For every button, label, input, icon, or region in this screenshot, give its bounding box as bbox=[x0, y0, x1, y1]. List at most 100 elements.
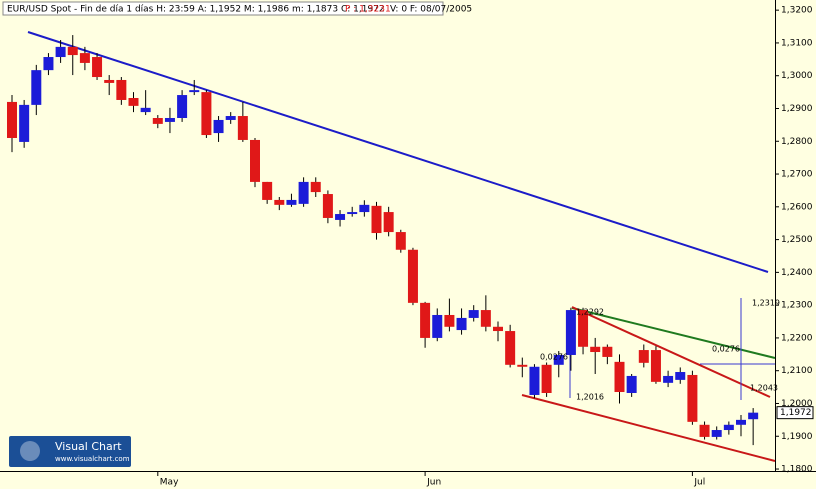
annotation: 1,2016 bbox=[576, 393, 604, 402]
candle-body bbox=[650, 350, 661, 382]
logo-box bbox=[9, 436, 131, 467]
candle-body bbox=[505, 331, 516, 365]
x-tick-label: May bbox=[160, 478, 179, 488]
y-tick-label: 1,2800 bbox=[781, 137, 813, 147]
candle-body bbox=[140, 107, 151, 113]
candle-body bbox=[322, 194, 333, 218]
logo-icon bbox=[20, 441, 40, 461]
candle-body bbox=[19, 104, 30, 142]
y-tick-label: 1,2600 bbox=[781, 202, 813, 212]
candle-body bbox=[55, 46, 66, 58]
logo-title: Visual Chart bbox=[55, 440, 122, 453]
y-tick-label: 1,2500 bbox=[781, 235, 813, 245]
candle-body bbox=[711, 430, 722, 437]
candle-body bbox=[723, 424, 734, 431]
candle-body bbox=[444, 314, 455, 327]
candle-body bbox=[480, 310, 491, 327]
candle-body bbox=[371, 205, 382, 234]
x-tick-label: Jul bbox=[693, 478, 705, 488]
candle-body bbox=[225, 116, 236, 120]
candle-body bbox=[638, 350, 649, 363]
header-box bbox=[2, 1, 444, 16]
candle-body bbox=[529, 366, 540, 395]
x-tick-label: Jun bbox=[426, 478, 441, 488]
candle-body bbox=[663, 375, 674, 383]
y-tick-label: 1,3200 bbox=[781, 6, 813, 16]
last-price-box bbox=[776, 406, 814, 420]
candle-body bbox=[250, 139, 260, 182]
candle-body bbox=[152, 117, 163, 124]
annotation: 1,2319 bbox=[752, 299, 780, 308]
candle-body bbox=[687, 374, 698, 422]
candle-body bbox=[493, 326, 503, 332]
header-p: P : 1,3231 bbox=[345, 5, 391, 15]
channel-line bbox=[521, 394, 776, 462]
candle-body bbox=[128, 98, 139, 106]
candle-body bbox=[578, 310, 589, 347]
candle-body bbox=[699, 424, 710, 437]
candle-body bbox=[104, 79, 115, 83]
candle-body bbox=[262, 181, 273, 200]
candle-body bbox=[602, 346, 613, 357]
candle-body bbox=[736, 419, 746, 425]
candle-body bbox=[590, 346, 601, 353]
candle-body bbox=[468, 310, 479, 318]
candle-body bbox=[310, 181, 321, 193]
y-tick-label: 1,2900 bbox=[781, 104, 813, 114]
candle-body bbox=[565, 310, 576, 355]
candle-body bbox=[407, 249, 418, 303]
candle-body bbox=[177, 95, 188, 118]
annotation: 0,0276 bbox=[540, 353, 568, 362]
candle-body bbox=[79, 53, 90, 63]
candle-body bbox=[432, 314, 443, 338]
annotation: 0,0276 bbox=[712, 345, 740, 354]
candle-body bbox=[553, 354, 564, 365]
y-tick-label: 1,2300 bbox=[781, 301, 813, 311]
y-tick-label: 1,2200 bbox=[781, 333, 813, 343]
candle-body bbox=[201, 92, 212, 136]
candle-body bbox=[335, 214, 346, 220]
candle-body bbox=[420, 302, 431, 338]
candle-body bbox=[541, 364, 552, 393]
candle-body bbox=[116, 79, 127, 100]
candle-body bbox=[517, 364, 528, 367]
y-tick-label: 1,1900 bbox=[781, 432, 813, 442]
candle-body bbox=[237, 116, 248, 140]
last-price: 1,1972 bbox=[780, 408, 812, 418]
y-tick-label: 1,2000 bbox=[781, 399, 813, 409]
candle-body bbox=[31, 70, 42, 105]
candle-body bbox=[164, 117, 175, 122]
candle-body bbox=[189, 90, 200, 93]
candle-body bbox=[395, 232, 406, 250]
candle-body bbox=[347, 212, 358, 215]
candle-body bbox=[359, 204, 370, 213]
candle-body bbox=[67, 46, 78, 56]
channel-line bbox=[571, 306, 771, 398]
candle-body bbox=[274, 199, 285, 205]
annotation: 1,2043 bbox=[750, 384, 778, 393]
candle-body bbox=[626, 375, 637, 393]
header: EUR/USD Spot - Fin de día 1 días H: 23:5… bbox=[7, 5, 385, 15]
candle-body bbox=[43, 57, 54, 71]
annotation: 1,2292 bbox=[576, 308, 604, 317]
header-rest: V: 0 F: 08/07/2005 bbox=[390, 5, 472, 15]
y-tick-label: 1,3100 bbox=[781, 38, 813, 48]
y-tick-label: 1,2400 bbox=[781, 268, 813, 278]
y-tick-label: 1,1800 bbox=[781, 465, 813, 475]
candle-body bbox=[7, 101, 17, 138]
y-tick-label: 1,3000 bbox=[781, 71, 813, 81]
logo-url: www.visualchart.com bbox=[55, 455, 130, 463]
trend-line bbox=[27, 31, 769, 273]
candle-body bbox=[213, 119, 224, 134]
candle-body bbox=[92, 57, 103, 78]
y-tick-label: 1,2700 bbox=[781, 170, 813, 180]
y-tick-label: 1,2100 bbox=[781, 366, 813, 376]
candle-body bbox=[456, 317, 467, 331]
candle-body bbox=[298, 181, 309, 204]
candle-body bbox=[675, 372, 686, 380]
candle-body bbox=[383, 212, 394, 233]
candle-body bbox=[748, 412, 759, 420]
candle-body bbox=[286, 199, 297, 205]
candle-body bbox=[614, 361, 625, 393]
